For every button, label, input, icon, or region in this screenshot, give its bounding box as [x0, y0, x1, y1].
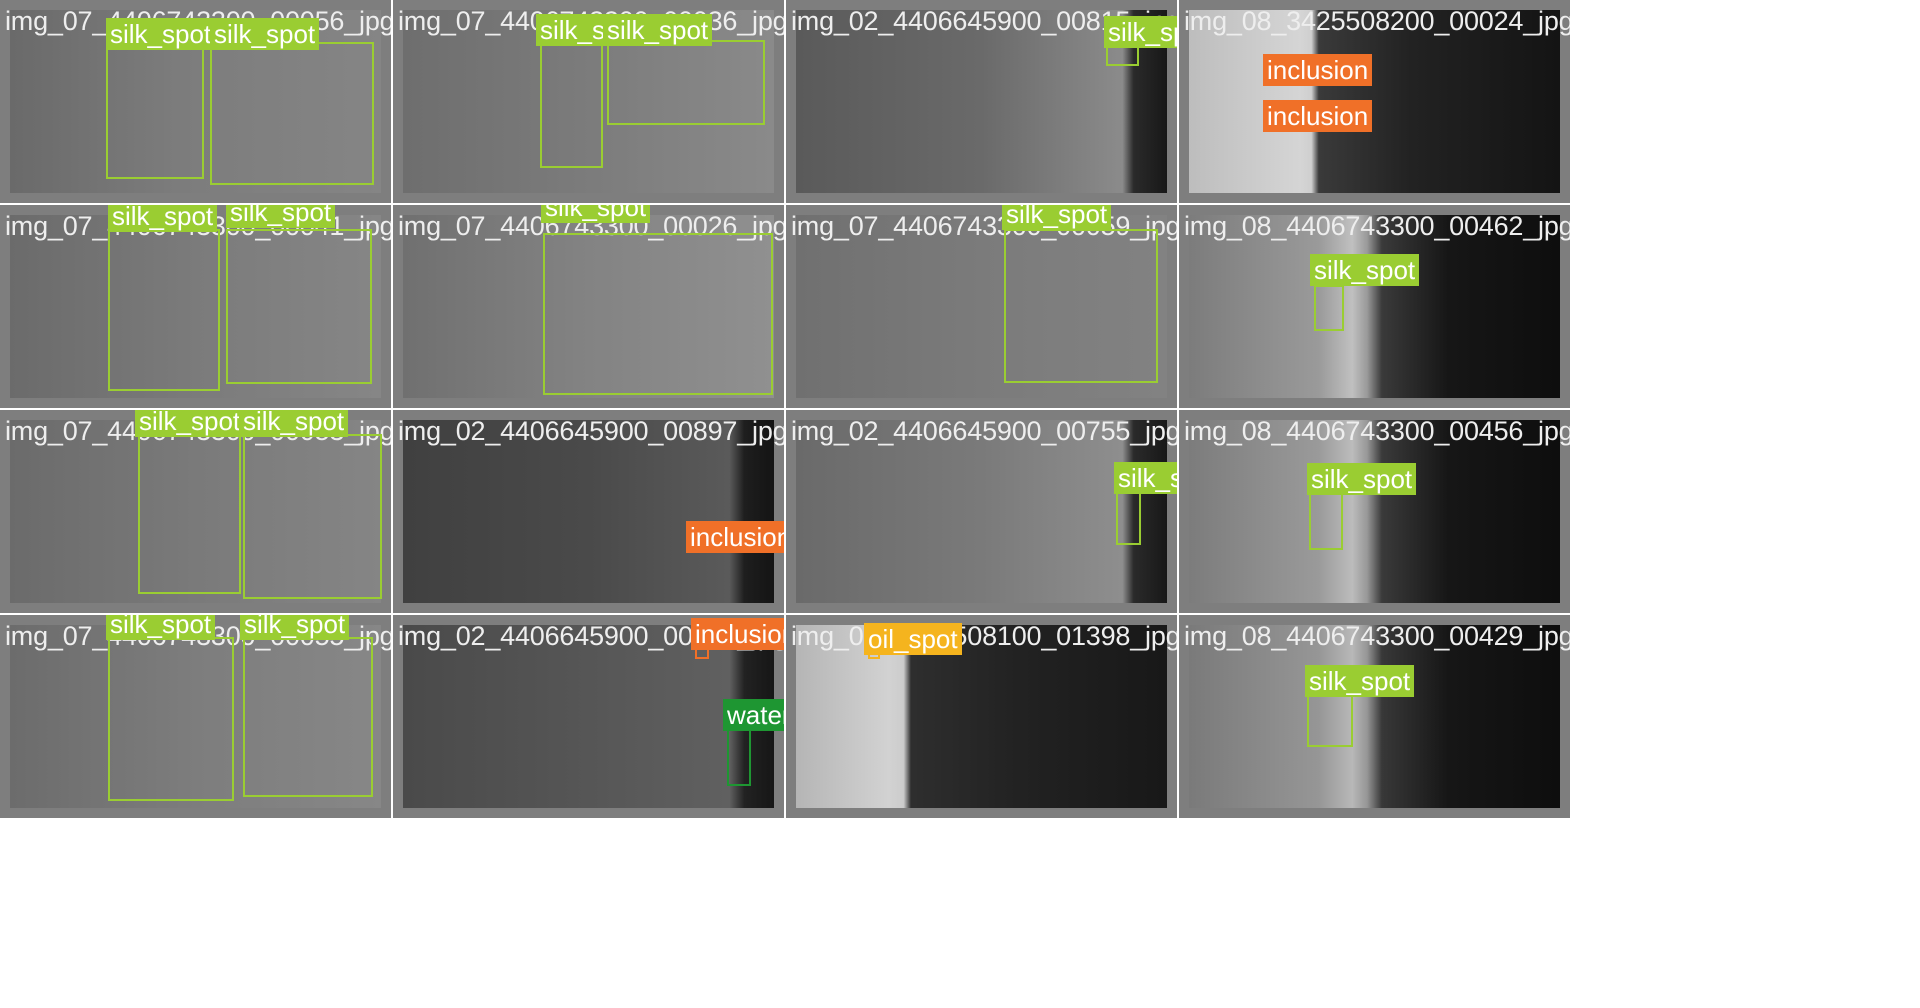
- tile-filename: img_08_4406743300_00429_jpg.rf.0: [1184, 620, 1570, 652]
- tile-filename: img_03_3425508100_01398_jpg.rf.937c6c03: [791, 620, 1177, 652]
- tile-16: img_08_4406743300_00429_jpg.rf.0 silk_sp…: [1179, 615, 1570, 818]
- detection-label: silk_spot: [106, 615, 215, 640]
- tile-11: img_02_4406645900_00755_jpg.rf.4c391e825…: [786, 410, 1177, 613]
- tile-3: img_02_4406645900_00815_jpg.rf.c0581d83 …: [786, 0, 1177, 203]
- detection-box: [1314, 285, 1344, 331]
- tile-6: img_07_4406743300_00026_jpg.rf.c7fa9e754…: [393, 205, 784, 408]
- tile-image: [796, 420, 1167, 603]
- tile-1: img_07_4406743300_00056_jpg.rf.2ebaa6b9a…: [0, 0, 391, 203]
- detection-box: [1116, 490, 1141, 545]
- tile-filename: img_08_3425508200_00024_jpg.rf.79: [1184, 5, 1570, 37]
- detection-label: silk_spot: [1307, 463, 1416, 495]
- tile-10: img_02_4406645900_00897_jpg.rf.30073787 …: [393, 410, 784, 613]
- detection-box: [243, 434, 382, 599]
- detection-box: [210, 42, 374, 185]
- detection-box: [1309, 490, 1343, 550]
- detection-box: [106, 42, 204, 179]
- tile-5: img_07_4406743300_00041_jpg.rf.e0a90e715…: [0, 205, 391, 408]
- detection-label: silk_spot: [106, 18, 215, 50]
- detection-label: inclusion: [691, 618, 784, 650]
- tile-15: img_03_3425508100_01398_jpg.rf.937c6c03 …: [786, 615, 1177, 818]
- tile-14: img_02_4406645900_00863_jpg.rf.c7b8 incl…: [393, 615, 784, 818]
- tile-image: [1189, 625, 1560, 808]
- tile-filename: img_08_4406743300_00462_jpg.rf.f7: [1184, 210, 1570, 242]
- tile-image: [1189, 420, 1560, 603]
- detection-box: [243, 637, 373, 797]
- detection-label: silk_spot: [541, 205, 650, 223]
- detection-box: [1004, 229, 1158, 383]
- detection-label: oil_spot: [864, 623, 962, 655]
- detection-box: [540, 40, 603, 168]
- detection-label: water_spot: [723, 699, 784, 731]
- tile-filename: img_08_4406743300_00456_jpg.rf.e: [1184, 415, 1570, 447]
- detection-label: silk_spot: [135, 410, 244, 437]
- tile-image: [796, 625, 1167, 808]
- detection-box: [1307, 693, 1353, 747]
- detection-label: silk_spot: [226, 205, 335, 228]
- tile-2: img_07_4406743300_00036_jpg.rf.41c2a17e …: [393, 0, 784, 203]
- tile-13: img_07_4406743300_00055_jpg.rf.f9087e64 …: [0, 615, 391, 818]
- detection-box: [607, 40, 765, 125]
- detection-label: silk_spot: [1104, 16, 1177, 48]
- detection-label: silk_spot: [240, 615, 349, 640]
- detection-box: [138, 434, 241, 594]
- detection-box: [108, 229, 220, 391]
- tile-9: img_07_4406743300_00053_jpg.rf.01e32a074…: [0, 410, 391, 613]
- detection-label: inclusion: [1263, 54, 1372, 86]
- detection-label: silk_spot: [1114, 462, 1177, 494]
- tile-4: img_08_3425508200_00024_jpg.rf.79 inclus…: [1179, 0, 1570, 203]
- detection-label: silk_spot: [210, 18, 319, 50]
- detection-box: [226, 229, 372, 384]
- tile-image: [1189, 10, 1560, 193]
- tile-image: [1189, 215, 1560, 398]
- detection-box: [108, 637, 234, 801]
- tile-8: img_08_4406743300_00462_jpg.rf.f7 silk_s…: [1179, 205, 1570, 408]
- tile-7: img_07_4406743300_00059_jpg.rf.786ee38e …: [786, 205, 1177, 408]
- detection-label: silk_spot: [603, 14, 712, 46]
- detection-label: silk_spot: [239, 410, 348, 437]
- tile-image: [403, 625, 774, 808]
- detection-label: silk_spot: [1305, 665, 1414, 697]
- detection-label: inclusion: [686, 521, 784, 553]
- detection-label: silk_spot: [1310, 254, 1419, 286]
- tile-image: [403, 420, 774, 603]
- detection-label: silk_spot: [108, 205, 217, 232]
- tile-filename: img_02_4406645900_00897_jpg.rf.30073787: [398, 415, 784, 447]
- detection-box: [543, 233, 773, 395]
- tile-filename: img_02_4406645900_00755_jpg.rf.4c391e825: [791, 415, 1177, 447]
- tile-12: img_08_4406743300_00456_jpg.rf.e silk_sp…: [1179, 410, 1570, 613]
- detection-label: silk_spot: [1002, 205, 1111, 230]
- detection-label: inclusion: [1263, 100, 1372, 132]
- detection-box: [727, 726, 751, 786]
